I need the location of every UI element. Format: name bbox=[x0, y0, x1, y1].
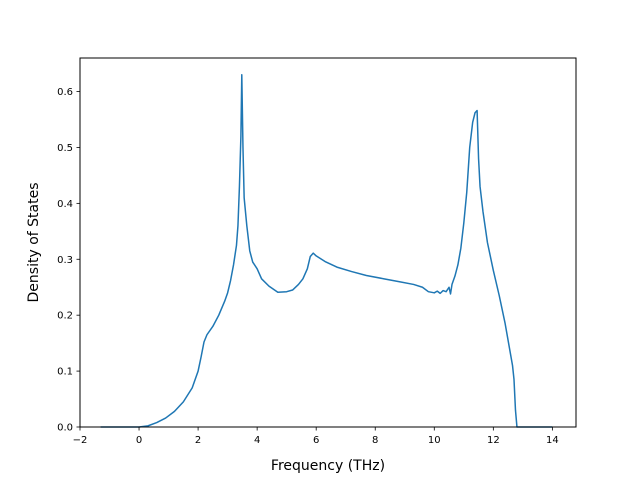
y-axis-label: Density of States bbox=[26, 183, 42, 303]
y-tick-label: 0.1 bbox=[57, 367, 73, 378]
x-axis-label: Frequency (THz) bbox=[271, 458, 385, 474]
y-tick-label: 0.3 bbox=[57, 255, 73, 266]
plot-area bbox=[100, 74, 553, 428]
x-tick-label: 8 bbox=[372, 435, 378, 446]
y-axis-ticks: 0.0 0.1 0.2 0.3 0.4 0.5 0.6 bbox=[57, 87, 80, 434]
y-tick-label: 0.5 bbox=[57, 143, 73, 154]
x-tick-label: 14 bbox=[546, 435, 559, 446]
x-tick-label: 2 bbox=[195, 435, 201, 446]
x-axis-ticks: −2 0 2 4 6 8 10 12 14 bbox=[73, 427, 559, 446]
x-tick-label: 6 bbox=[313, 435, 319, 446]
x-tick-label: 4 bbox=[254, 435, 260, 446]
dos-series-line bbox=[100, 74, 553, 428]
axes-frame bbox=[79, 57, 577, 428]
y-tick-label: 0.0 bbox=[57, 423, 73, 434]
x-tick-label: 0 bbox=[136, 435, 142, 446]
x-tick-label: 10 bbox=[428, 435, 441, 446]
x-tick-label: 12 bbox=[487, 435, 500, 446]
x-tick-label: −2 bbox=[73, 435, 88, 446]
y-tick-label: 0.2 bbox=[57, 311, 73, 322]
y-tick-label: 0.4 bbox=[57, 199, 73, 210]
y-tick-label: 0.6 bbox=[57, 87, 73, 98]
